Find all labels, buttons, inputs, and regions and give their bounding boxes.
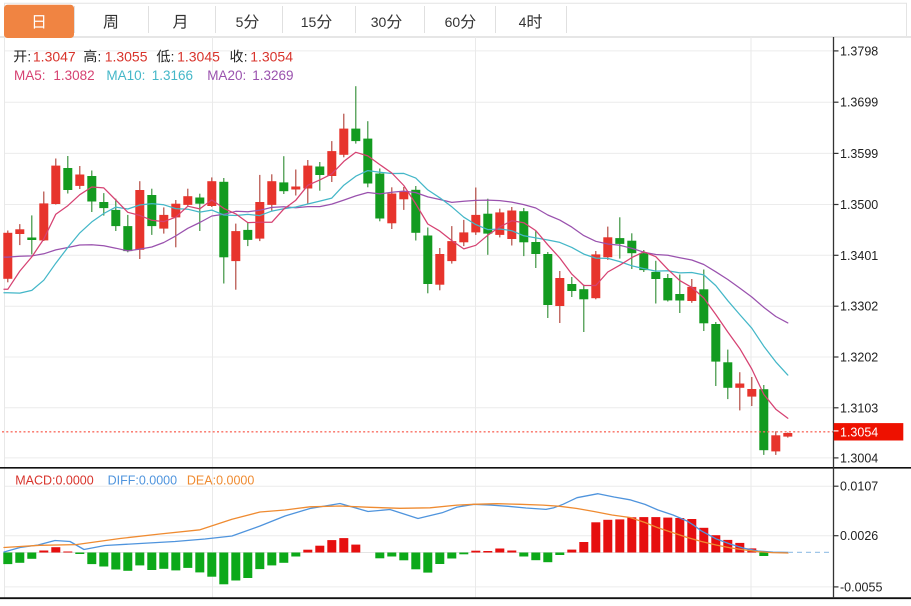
svg-text:1.3054: 1.3054: [250, 48, 293, 64]
svg-text:1.3054: 1.3054: [840, 425, 878, 439]
svg-text:1.3103: 1.3103: [840, 401, 878, 415]
svg-text:1.3599: 1.3599: [840, 147, 878, 161]
svg-text:-0.0055: -0.0055: [840, 580, 882, 594]
svg-text:1.3047: 1.3047: [33, 48, 76, 64]
svg-text:0.0026: 0.0026: [840, 529, 878, 543]
svg-text:DIFF:0.0000: DIFF:0.0000: [108, 473, 178, 487]
svg-text:1.3500: 1.3500: [840, 198, 878, 212]
svg-text:60: 60: [445, 14, 461, 30]
svg-text:DEA:0.0000: DEA:0.0000: [187, 473, 254, 487]
svg-text:MA10:: MA10:: [106, 68, 145, 83]
svg-text::: :: [27, 49, 31, 64]
svg-text:1.3302: 1.3302: [840, 300, 878, 314]
svg-text:15: 15: [301, 14, 317, 30]
svg-text:30: 30: [371, 14, 387, 30]
svg-text:1.3004: 1.3004: [840, 451, 878, 465]
svg-text:1.3798: 1.3798: [840, 44, 878, 58]
svg-text:5: 5: [236, 14, 244, 30]
svg-text::: :: [171, 49, 175, 64]
svg-text:1.3166: 1.3166: [152, 68, 193, 83]
svg-text:0.0107: 0.0107: [840, 480, 878, 494]
svg-text:1.3202: 1.3202: [840, 351, 878, 365]
svg-text:1.3045: 1.3045: [177, 48, 220, 64]
svg-text:MA20:: MA20:: [207, 68, 246, 83]
svg-text::: :: [98, 49, 102, 64]
svg-text:1.3699: 1.3699: [840, 96, 878, 110]
svg-text:1.3269: 1.3269: [252, 68, 293, 83]
svg-text:1.3055: 1.3055: [105, 48, 148, 64]
svg-text:MACD:0.0000: MACD:0.0000: [15, 473, 94, 487]
svg-text:MA5:: MA5:: [14, 68, 46, 83]
svg-text::: :: [244, 49, 248, 64]
svg-text:1.3082: 1.3082: [53, 68, 94, 83]
svg-text:4: 4: [519, 14, 527, 30]
svg-text:1.3401: 1.3401: [840, 249, 878, 263]
